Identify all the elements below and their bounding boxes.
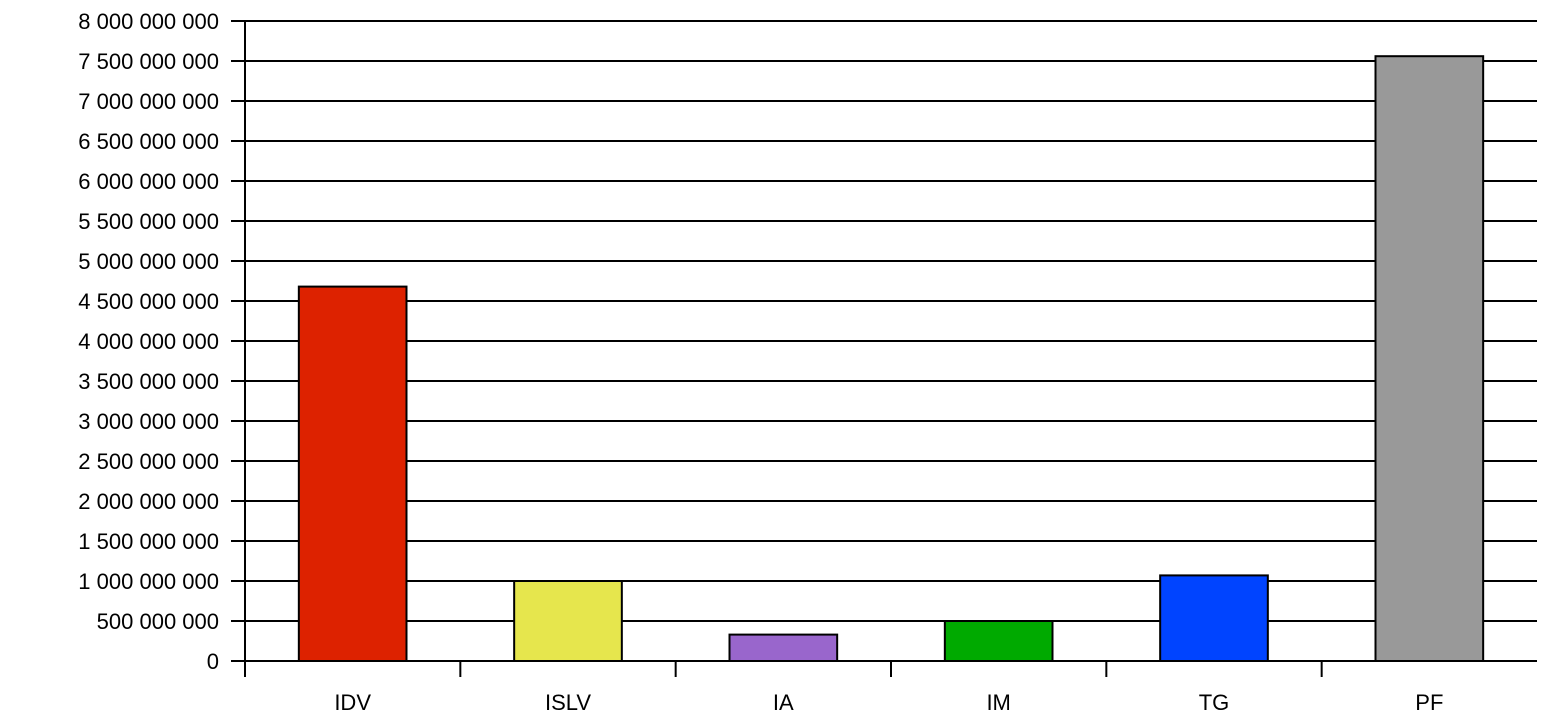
y-tick-label: 7 000 000 000: [78, 89, 219, 114]
bars: [297, 55, 1485, 663]
bar-pf: [1374, 55, 1485, 662]
y-tick-label: 5 500 000 000: [78, 209, 219, 234]
y-tick-label: 6 500 000 000: [78, 129, 219, 154]
gridlines: [245, 20, 1537, 622]
x-category-label: IDV: [334, 690, 371, 715]
bar-idv: [297, 285, 408, 662]
y-tick-label: 7 500 000 000: [78, 49, 219, 74]
bar-ia: [728, 633, 839, 662]
x-category-label: IA: [773, 690, 794, 715]
y-tick-label: 3 500 000 000: [78, 369, 219, 394]
bar-tg: [1159, 574, 1269, 663]
x-category-label: IM: [986, 690, 1010, 715]
y-tick-label: 8 000 000 000: [78, 9, 219, 34]
y-tick-label: 2 500 000 000: [78, 449, 219, 474]
y-tick-label: 1 000 000 000: [78, 569, 219, 594]
x-axis-category-labels: IDV ISLV IA IM TG PF: [334, 690, 1443, 715]
y-axis-tick-labels: 0 500 000 000 1 000 000 000 1 500 000 000 2 …: [78, 9, 219, 674]
y-tick-label: 3 000 000 000: [78, 409, 219, 434]
x-category-label: PF: [1415, 690, 1443, 715]
axes: [231, 20, 1537, 677]
y-tick-label: 2 000 000 000: [78, 489, 219, 514]
y-tick-label: 500 000 000: [97, 609, 219, 634]
bar-islv: [513, 580, 623, 662]
y-tick-label: 4 500 000 000: [78, 289, 219, 314]
y-tick-label: 4 000 000 000: [78, 329, 219, 354]
x-category-label: ISLV: [545, 690, 591, 715]
y-tick-label: 6 000 000 000: [78, 169, 219, 194]
y-tick-label: 0: [207, 649, 219, 674]
y-tick-label: 5 000 000 000: [78, 249, 219, 274]
y-tick-label: 1 500 000 000: [78, 529, 219, 554]
x-category-label: TG: [1199, 690, 1230, 715]
bar-im: [943, 620, 1054, 662]
